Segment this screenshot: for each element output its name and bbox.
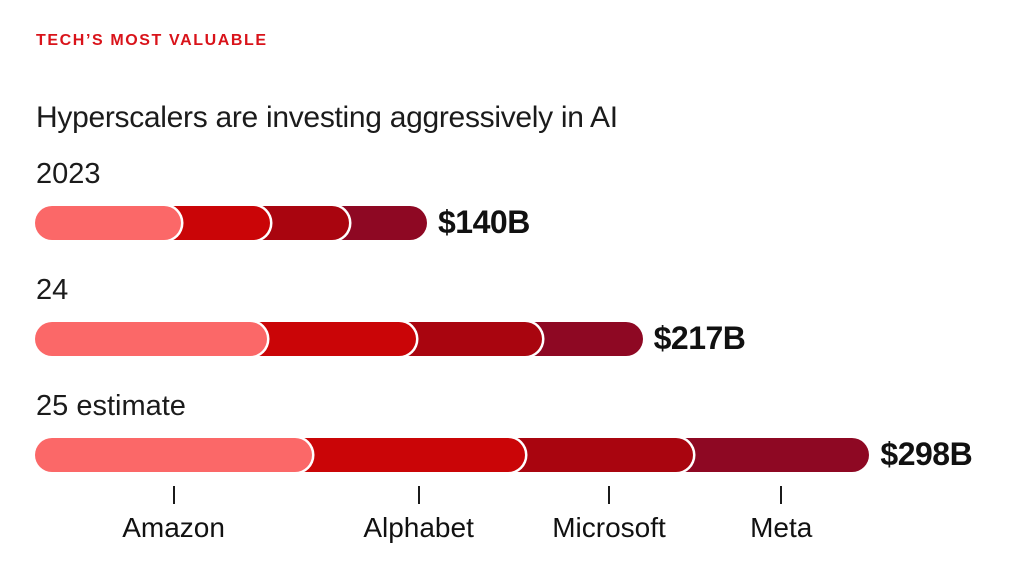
axis-tick-microsoft — [608, 486, 610, 504]
bar-total-label-24: $217B — [653, 319, 746, 356]
bar-total-label-25-estimate: $298B — [880, 435, 973, 472]
axis-label-amazon: Amazon — [122, 512, 225, 543]
chart-title: Hyperscalers are investing aggressively … — [36, 101, 618, 134]
axis-tick-amazon — [172, 486, 175, 504]
axis-tick-alphabet — [417, 486, 420, 504]
bar-segment-amazon-24 — [35, 322, 268, 356]
bar-segment-alphabet-25-estimate — [278, 438, 525, 472]
axis-tick-meta — [780, 486, 783, 504]
bar-segment-amazon-2023 — [35, 206, 181, 240]
bar-segment-amazon-25-estimate — [35, 438, 313, 472]
bar-row-24: $217B — [0, 319, 1024, 356]
axis-label-meta: Meta — [750, 512, 813, 543]
axis-label-microsoft: Microsoft — [552, 512, 666, 543]
row-label-2023: 2023 — [36, 158, 101, 190]
axis-label-alphabet: Alphabet — [363, 512, 474, 543]
bar-segment-meta-25-estimate — [659, 438, 870, 472]
chart-kicker: TECH’S MOST VALUABLE — [36, 32, 268, 49]
bar-row-2023: $140B — [0, 203, 1024, 240]
bar-total-label-2023: $140B — [438, 203, 530, 240]
row-label-25-estimate: 25 estimate — [36, 390, 186, 422]
bar-row-25-estimate: $298B — [0, 435, 1024, 472]
row-label-24: 24 — [36, 274, 69, 306]
